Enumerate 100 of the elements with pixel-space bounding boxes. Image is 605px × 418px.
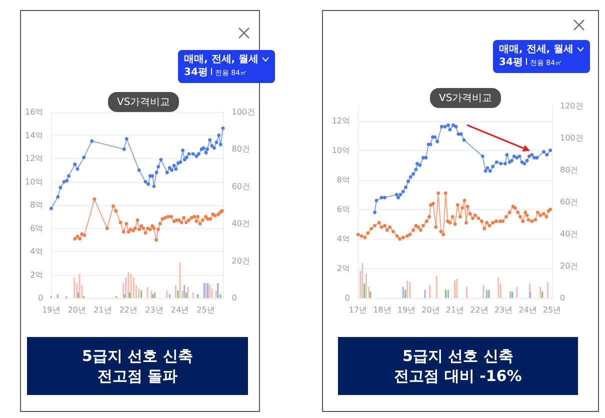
y2-tick-label: 40건 [560, 230, 578, 238]
y2-tick-label: 80건 [232, 144, 250, 154]
x-tick-label: 25년 [196, 306, 215, 314]
point [446, 123, 450, 127]
point [535, 156, 539, 160]
point [174, 167, 178, 171]
text: 34평 [184, 67, 208, 78]
point [49, 206, 53, 210]
point [181, 148, 185, 152]
point [530, 152, 534, 156]
x-tick-label: 17년 [348, 306, 368, 314]
point [488, 169, 492, 173]
point [114, 209, 118, 213]
text: VS가격비교 [430, 88, 502, 108]
point [525, 158, 529, 162]
point [82, 233, 86, 237]
point [156, 228, 160, 232]
x-tick-label: 19년 [42, 306, 60, 314]
y2-tick-label: 100건 [560, 134, 584, 142]
point [177, 218, 181, 222]
y-tick-label: 8억 [336, 175, 350, 184]
point [152, 226, 156, 230]
x-tick-label: 20년 [68, 306, 86, 314]
point [522, 162, 526, 166]
point [198, 222, 202, 226]
point [156, 164, 160, 168]
point [191, 152, 195, 156]
text: 매매, 전세, 월세 [184, 54, 259, 65]
x-tick-label: 22년 [470, 306, 488, 314]
point [448, 128, 452, 132]
point [200, 218, 204, 222]
point [394, 192, 398, 196]
point [112, 204, 115, 208]
point [65, 178, 69, 182]
point [404, 185, 408, 189]
point [80, 232, 84, 236]
point [542, 150, 546, 154]
point [499, 162, 503, 166]
point [124, 222, 128, 226]
x-tick-label: 23년 [145, 306, 164, 314]
point [184, 156, 188, 160]
y2-tick-label: 20건 [232, 256, 250, 266]
point [512, 154, 516, 158]
point [169, 214, 173, 218]
point [396, 196, 400, 200]
point [197, 152, 200, 156]
point [443, 124, 447, 128]
point [401, 190, 405, 194]
point [144, 231, 148, 235]
y-tick-label: 10억 [24, 177, 44, 186]
y2-tick-label: 80건 [560, 166, 578, 174]
point [122, 147, 126, 151]
point [459, 132, 463, 136]
point [436, 140, 440, 144]
point [194, 220, 198, 224]
point [148, 228, 152, 232]
y2-tick-label: 40건 [232, 219, 250, 228]
point [56, 195, 60, 199]
point [154, 238, 158, 242]
x-tick-label: 22년 [119, 306, 138, 314]
point [76, 234, 80, 238]
point [158, 222, 162, 226]
point [76, 167, 80, 171]
x-tick-label: 21년 [94, 306, 112, 314]
point [133, 226, 137, 230]
y-tick-label: 2억 [30, 270, 44, 280]
x-tick-label: 23년 [494, 306, 513, 314]
y2-tick-label: 0 [560, 294, 566, 302]
point [124, 136, 128, 140]
point [138, 228, 142, 232]
point [418, 163, 422, 167]
point [62, 180, 66, 184]
y2-tick-label: 60건 [560, 198, 578, 206]
x-tick-label: 25년 [542, 306, 562, 314]
point [152, 184, 156, 188]
point [73, 236, 77, 240]
point [90, 139, 94, 143]
y-tick-label: 16억 [24, 108, 44, 116]
x-tick-label: 18년 [373, 306, 392, 314]
point [82, 156, 86, 160]
point [204, 150, 208, 154]
point [140, 224, 144, 228]
point [214, 140, 218, 144]
point [491, 164, 495, 168]
point [216, 212, 220, 216]
point [454, 124, 458, 128]
point [105, 226, 109, 230]
y-tick-label: 6억 [336, 204, 350, 214]
point [424, 156, 428, 160]
point [398, 192, 402, 196]
point [192, 214, 196, 218]
y-tick-label: 14억 [24, 130, 44, 140]
point [548, 148, 552, 152]
x-tick-label: 20년 [422, 306, 440, 314]
point [527, 154, 531, 158]
point [382, 196, 386, 200]
point [545, 152, 549, 156]
y-tick-label: 4억 [336, 234, 350, 244]
y2-tick-label: 20건 [560, 262, 578, 270]
point [142, 226, 146, 230]
